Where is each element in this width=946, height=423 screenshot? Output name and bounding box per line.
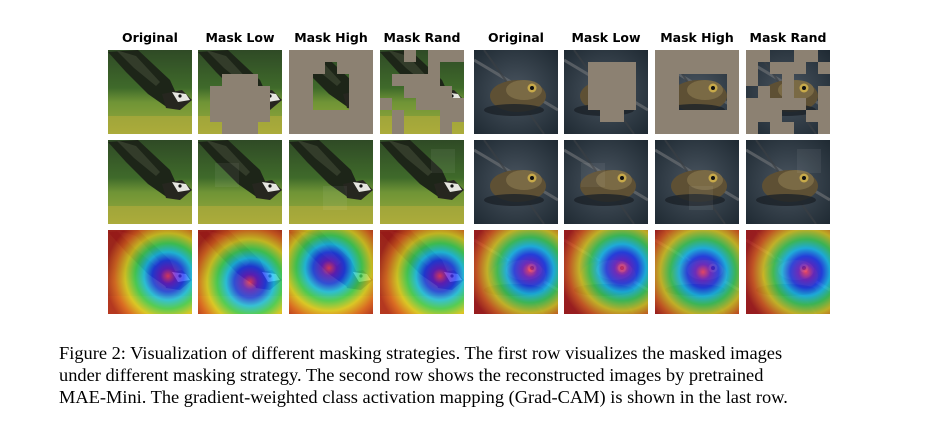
frog-mask-low-masked-images-image [564,50,648,134]
frog-original-masked-images-image [474,50,558,134]
frog-mask-rand-grad-cam-image [746,230,830,314]
bird-mask-high-grad-cam-image [289,230,373,314]
col-header-mask-low-2: Mask Low [571,30,641,45]
frog-mask-rand-reconstructed-images-image [746,140,830,224]
frog-mask-high-reconstructed-images-image [655,140,739,224]
caption-line: Figure 2: Visualization of different mas… [59,343,783,363]
bird-mask-low-reconstructed-images-image [198,140,282,224]
bird-mask-rand-grad-cam-image [380,230,464,314]
caption-line: MAE-Mini. The gradient-weighted class ac… [59,387,788,407]
col-header-mask-high-1: Mask High [294,30,368,45]
col-header-mask-high-2: Mask High [660,30,734,45]
col-header-original-2: Original [488,30,544,45]
bird-mask-high-reconstructed-images-image [289,140,373,224]
frog-mask-high-masked-images-image [655,50,739,134]
frog-mask-rand-masked-images-image [746,50,830,134]
bird-original-grad-cam-image [108,230,192,314]
bird-mask-high-masked-images-image [289,50,373,134]
frog-mask-low-reconstructed-images-image [564,140,648,224]
caption-line: under different masking strategy. The se… [59,365,764,385]
frog-mask-high-grad-cam-image [655,230,739,314]
bird-mask-rand-masked-images-image [380,50,464,134]
col-header-mask-rand-1: Mask Rand [383,30,461,45]
figure-caption: Figure 2: Visualization of different mas… [59,342,894,408]
col-header-mask-rand-2: Mask Rand [749,30,827,45]
col-header-mask-low-1: Mask Low [205,30,275,45]
frog-original-reconstructed-images-image [474,140,558,224]
bird-mask-low-grad-cam-image [198,230,282,314]
bird-original-masked-images-image [108,50,192,134]
bird-mask-rand-reconstructed-images-image [380,140,464,224]
frog-original-grad-cam-image [474,230,558,314]
bird-original-reconstructed-images-image [108,140,192,224]
frog-mask-low-grad-cam-image [564,230,648,314]
bird-mask-low-masked-images-image [198,50,282,134]
col-header-original-1: Original [122,30,178,45]
